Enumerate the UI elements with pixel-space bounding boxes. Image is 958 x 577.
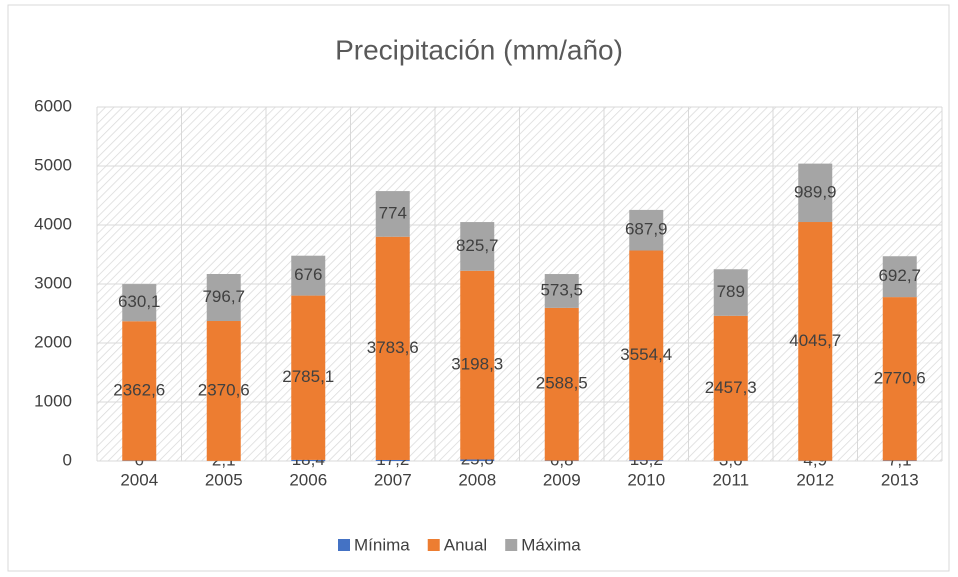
data-label: 3783,6 [367,338,419,357]
x-tick-label: 2012 [796,470,834,489]
bar-segment [713,269,748,316]
data-label: 573,5 [540,280,583,299]
data-label: 687,9 [625,220,668,239]
bar-segment [375,191,410,237]
bar-segment [882,297,917,461]
bar-segment [798,222,833,461]
bar-segment [206,274,241,322]
x-tick-label: 2007 [374,470,412,489]
bar-segment [460,270,495,460]
bar-segment [629,209,664,251]
bar-segment [291,255,326,296]
bar-segment [629,250,664,461]
data-label: 630,1 [118,292,161,311]
bar-segment [375,236,410,460]
data-label: 692,7 [878,266,921,285]
bar-segment [122,284,157,322]
data-label: 3554,4 [620,345,672,364]
y-tick-label: 3000 [34,273,72,292]
y-tick-label: 6000 [34,96,72,115]
bar-segment [375,459,410,461]
x-tick-label: 2005 [205,470,243,489]
bar-segment [291,459,326,461]
bar-segment [206,321,241,461]
data-label: 989,9 [794,182,837,201]
data-label: 825,7 [456,236,499,255]
x-tick-label: 2009 [543,470,581,489]
data-label: 2362,6 [113,380,165,399]
y-tick-label: 2000 [34,332,72,351]
legend-swatch [427,539,440,551]
y-tick-label: 0 [63,450,72,469]
y-tick-label: 1000 [34,391,72,410]
data-label: 2785,1 [282,367,334,386]
bar-segment [122,321,157,461]
x-tick-label: 2004 [120,470,158,489]
x-tick-label: 2006 [289,470,327,489]
x-tick-label: 2008 [458,470,496,489]
legend-swatch [505,539,518,551]
chart-title: Precipitación (mm/año) [335,34,623,65]
data-label: 796,7 [202,287,245,306]
bar-segment [460,222,495,271]
bar-segment [291,295,326,460]
y-tick-label: 5000 [34,155,72,174]
bar-segment [544,307,579,461]
legend-label: Mínima [354,535,410,554]
bar-segment [798,163,833,223]
y-tick-label: 4000 [34,214,72,233]
data-label: 676 [294,265,322,284]
x-tick-label: 2010 [627,470,665,489]
x-tick-label: 2011 [712,470,749,489]
data-label: 2588,5 [536,374,588,393]
legend-label: Máxima [521,535,581,554]
data-label: 2770,6 [874,368,926,387]
legend-swatch [338,539,350,551]
bar-segment [713,315,748,461]
bar-segment [460,459,495,461]
data-label: 789 [717,282,745,301]
data-label: 4045,7 [789,331,841,350]
legend-label: Anual [444,535,487,554]
bar-segment [629,460,664,461]
x-tick-label: 2013 [881,470,919,489]
bar-segment [882,256,917,298]
bar-segment [544,274,579,308]
data-label: 2370,6 [198,380,250,399]
data-label: 2457,3 [705,378,757,397]
data-label: 3198,3 [451,355,503,374]
data-label: 774 [379,203,407,222]
